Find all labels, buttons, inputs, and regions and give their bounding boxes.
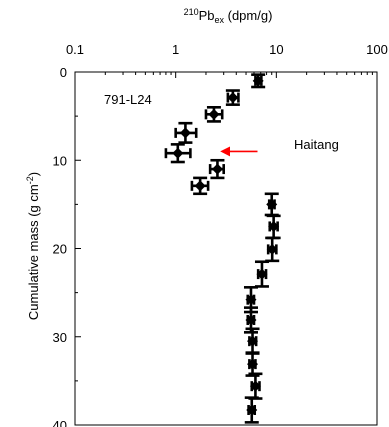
data-point bbox=[174, 121, 198, 144]
y-axis-label-close: ) bbox=[26, 172, 41, 176]
x-axis-label-superscript: 210 bbox=[184, 7, 199, 17]
diamond-marker bbox=[245, 294, 257, 306]
diamond-marker bbox=[211, 163, 223, 175]
data-point bbox=[248, 372, 263, 400]
data-point bbox=[208, 158, 225, 180]
x-tick-label: 100 bbox=[366, 42, 388, 57]
x-tick-label: 1 bbox=[172, 42, 179, 57]
data-point bbox=[266, 214, 281, 240]
x-axis-label-base: Pb bbox=[199, 8, 215, 23]
diamond-marker bbox=[266, 243, 278, 255]
x-tick-label: 0.1 bbox=[66, 42, 84, 57]
x-axis-label-subscript: ex bbox=[215, 15, 225, 25]
plot-frame bbox=[74, 71, 378, 426]
data-point bbox=[225, 89, 240, 106]
diamond-marker bbox=[247, 335, 259, 347]
y-tick-label: 0 bbox=[60, 65, 67, 80]
data-point bbox=[245, 351, 260, 377]
diamond-marker bbox=[246, 404, 258, 416]
y-tick-label: 40 bbox=[53, 418, 67, 427]
y-axis-label-superscript: -2 bbox=[25, 176, 35, 184]
diamond-marker bbox=[208, 108, 220, 120]
annotation-haitang: Haitang bbox=[294, 137, 339, 152]
y-tick-label: 20 bbox=[53, 242, 67, 257]
data-point bbox=[251, 73, 266, 89]
diamond-marker bbox=[247, 358, 259, 370]
data-point bbox=[164, 143, 192, 164]
diamond-marker bbox=[172, 147, 184, 159]
data-point bbox=[190, 176, 210, 196]
diamond-marker bbox=[266, 198, 278, 210]
data-point bbox=[243, 306, 258, 334]
data-point bbox=[265, 236, 280, 263]
x-tick-label: 10 bbox=[269, 42, 283, 57]
diamond-marker bbox=[194, 180, 206, 192]
data-point bbox=[244, 396, 259, 424]
diamond-marker bbox=[252, 75, 264, 87]
y-tick-label: 10 bbox=[53, 153, 67, 168]
data-point bbox=[204, 106, 224, 123]
diamond-marker bbox=[249, 380, 261, 392]
diamond-marker bbox=[268, 220, 280, 232]
y-axis-ticks: 0 10 20 30 40 bbox=[53, 65, 81, 427]
y-axis-label: Cumulative mass (g cm-2) bbox=[25, 172, 41, 320]
sample-label: 791-L24 bbox=[104, 92, 152, 107]
x-axis-ticks: 0.1 1 10 100 bbox=[66, 42, 388, 78]
diamond-marker bbox=[256, 268, 268, 280]
data-points bbox=[164, 73, 281, 424]
x-axis-label-units: (dpm/g) bbox=[224, 8, 272, 23]
y-axis-label-main: Cumulative mass (g cm bbox=[26, 184, 41, 320]
x-axis-label: 210Pbex (dpm/g) bbox=[184, 7, 273, 25]
data-point bbox=[264, 192, 279, 217]
diamond-marker bbox=[227, 92, 239, 104]
diamond-marker bbox=[179, 127, 191, 139]
data-point bbox=[254, 260, 269, 288]
diamond-marker bbox=[245, 314, 257, 326]
y-tick-label: 30 bbox=[53, 330, 67, 345]
